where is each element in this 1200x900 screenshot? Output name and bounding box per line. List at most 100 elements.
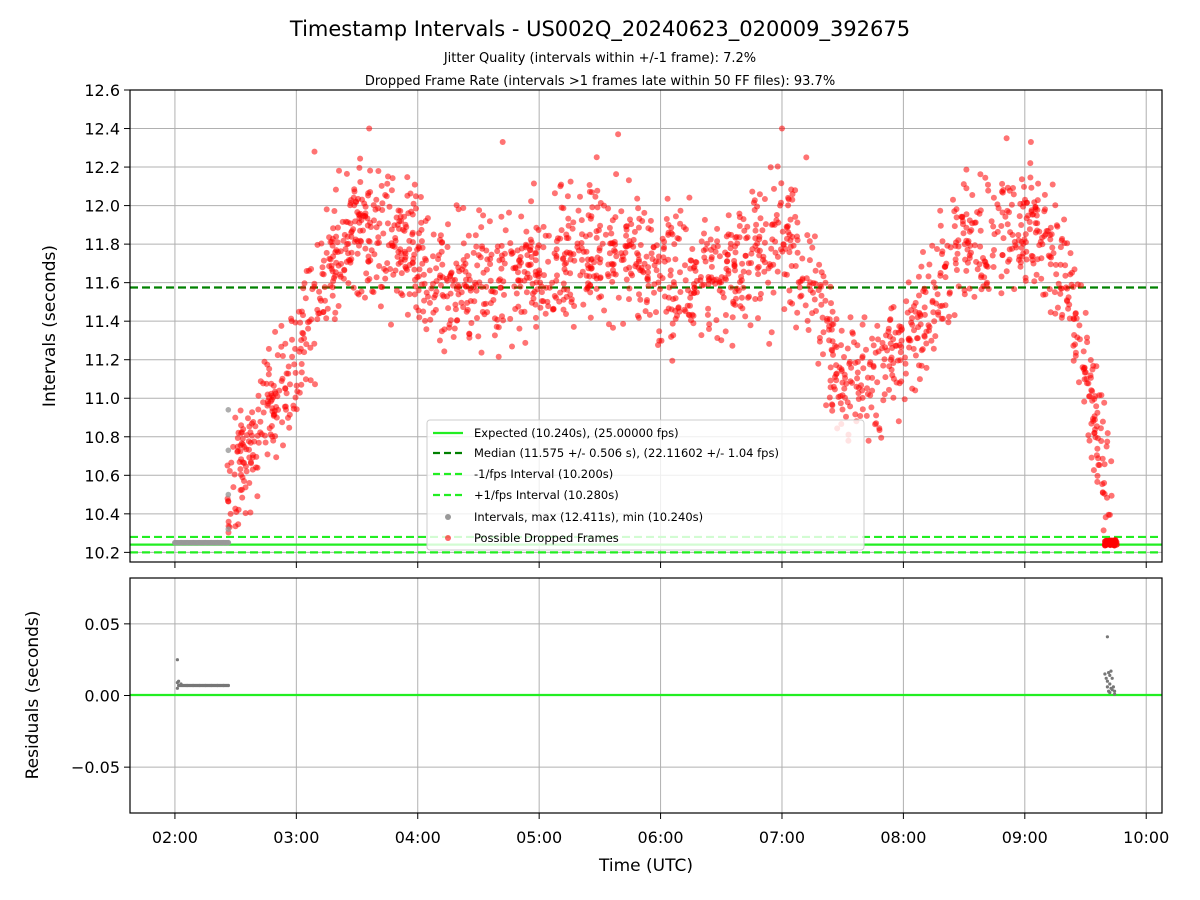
dropped-frame-point (345, 280, 352, 287)
dropped-frame-point (369, 288, 376, 295)
dropped-frame-point (931, 318, 938, 325)
dropped-frame-point (1086, 393, 1093, 400)
dropped-frame-point (412, 193, 419, 200)
dropped-frame-point (276, 387, 283, 394)
dropped-frame-point (942, 274, 949, 281)
dropped-frame-point (742, 252, 749, 259)
dropped-frame-point (890, 360, 897, 366)
dropped-frame-point (268, 423, 275, 429)
dropped-frame-point (525, 261, 532, 268)
dropped-frame-point (844, 345, 851, 352)
dropped-frame-point (416, 230, 422, 237)
dropped-frame-point (260, 399, 267, 406)
legend-plus-fps-label: +1/fps Interval (10.280s) (474, 488, 619, 502)
dropped-frame-point (707, 236, 714, 243)
dropped-frame-point (232, 414, 239, 421)
dropped-frame-point (932, 284, 939, 291)
residual-point (1105, 635, 1109, 639)
dropped-frame-point (1061, 216, 1068, 223)
dropped-frame-point (677, 207, 684, 214)
dropped-frame-point (465, 232, 472, 239)
dropped-frame-point (272, 433, 279, 440)
dropped-frame-point (1050, 250, 1057, 257)
dropped-frame-point (897, 349, 904, 356)
dropped-frame-point (273, 454, 280, 461)
dropped-frame-point (311, 283, 318, 290)
dropped-frame-point (794, 219, 801, 226)
dropped-frame-point (752, 227, 759, 234)
dropped-frame-point (1027, 160, 1034, 167)
dropped-frame-point (452, 301, 459, 308)
dropped-frame-point (688, 317, 694, 324)
dropped-frame-point (329, 238, 335, 245)
dropped-frame-point (292, 394, 299, 401)
legend-box (426, 419, 865, 551)
dropped-frame-point (270, 437, 277, 444)
legend-dropped-label: Possible Dropped Frames (474, 531, 619, 545)
dropped-frame-point (530, 180, 537, 187)
dropped-frame-point (928, 337, 935, 344)
dropped-frame-point (999, 252, 1006, 258)
dropped-frame-point (674, 235, 681, 242)
dropped-frame-point (816, 261, 823, 268)
dropped-frame-point (584, 256, 591, 263)
dropped-frame-point (1028, 252, 1035, 259)
dropped-frame-point (852, 411, 859, 418)
dropped-frame-point (918, 347, 925, 354)
dropped-frame-point (577, 193, 583, 200)
dropped-frame-point (523, 228, 530, 235)
dropped-frame-point (495, 277, 502, 284)
dropped-frame-point (1027, 174, 1034, 181)
dropped-frame-point (1093, 403, 1100, 410)
dropped-frame-point (427, 316, 434, 323)
dropped-frame-point (768, 245, 775, 252)
dropped-frame-point (1063, 297, 1070, 304)
dropped-frame-point (829, 347, 836, 354)
dropped-frame-point (610, 270, 617, 277)
dropped-frame-point (898, 337, 905, 344)
dropped-frame-point (579, 268, 586, 275)
dropped-frame-point (226, 468, 233, 474)
dropped-frame-point (509, 343, 515, 350)
dropped-frame-point (450, 334, 457, 340)
residual-point (1110, 676, 1114, 680)
dropped-frame-point (911, 327, 917, 334)
dropped-frame-point (1057, 261, 1064, 268)
dropped-frame-point (923, 340, 930, 347)
dropped-frame-point (942, 263, 949, 270)
dropped-frame-point (342, 246, 349, 252)
dropped-frame-point (487, 300, 494, 307)
dropped-frame-point (779, 125, 785, 132)
dropped-frame-point (918, 263, 925, 270)
dropped-frame-point (823, 402, 830, 409)
dropped-frame-point (639, 267, 646, 274)
dropped-frame-point (985, 187, 992, 194)
interval-point (225, 407, 232, 413)
dropped-frame-point (761, 196, 768, 202)
dropped-frame-point (583, 272, 590, 279)
dropped-frame-point (636, 291, 642, 298)
top-ytick-label: 12.4 (84, 120, 120, 139)
dropped-frame-point (672, 213, 679, 220)
dropped-frame-point (955, 283, 962, 290)
dropped-frame-point (878, 434, 885, 441)
dropped-frame-point (514, 247, 521, 254)
dropped-frame-point (570, 219, 577, 226)
dropped-frame-point (439, 261, 446, 268)
dropped-frame-point (875, 336, 881, 343)
dropped-frame-point (626, 285, 633, 292)
dropped-frame-point (404, 174, 411, 181)
dropped-frame-point (778, 246, 784, 253)
dropped-frame-point (380, 230, 387, 237)
dropped-frame-point (859, 321, 866, 328)
dropped-frame-point (846, 359, 853, 365)
dropped-frame-point (714, 243, 721, 250)
dropped-frame-point (739, 305, 746, 312)
dropped-frame-point (634, 312, 641, 319)
dropped-frame-point (406, 246, 413, 253)
dropped-frame-point (945, 319, 952, 326)
dropped-frame-point (822, 279, 829, 286)
dropped-frame-point (540, 298, 547, 305)
dropped-frame-point (930, 279, 937, 286)
dropped-frame-point (787, 216, 794, 223)
